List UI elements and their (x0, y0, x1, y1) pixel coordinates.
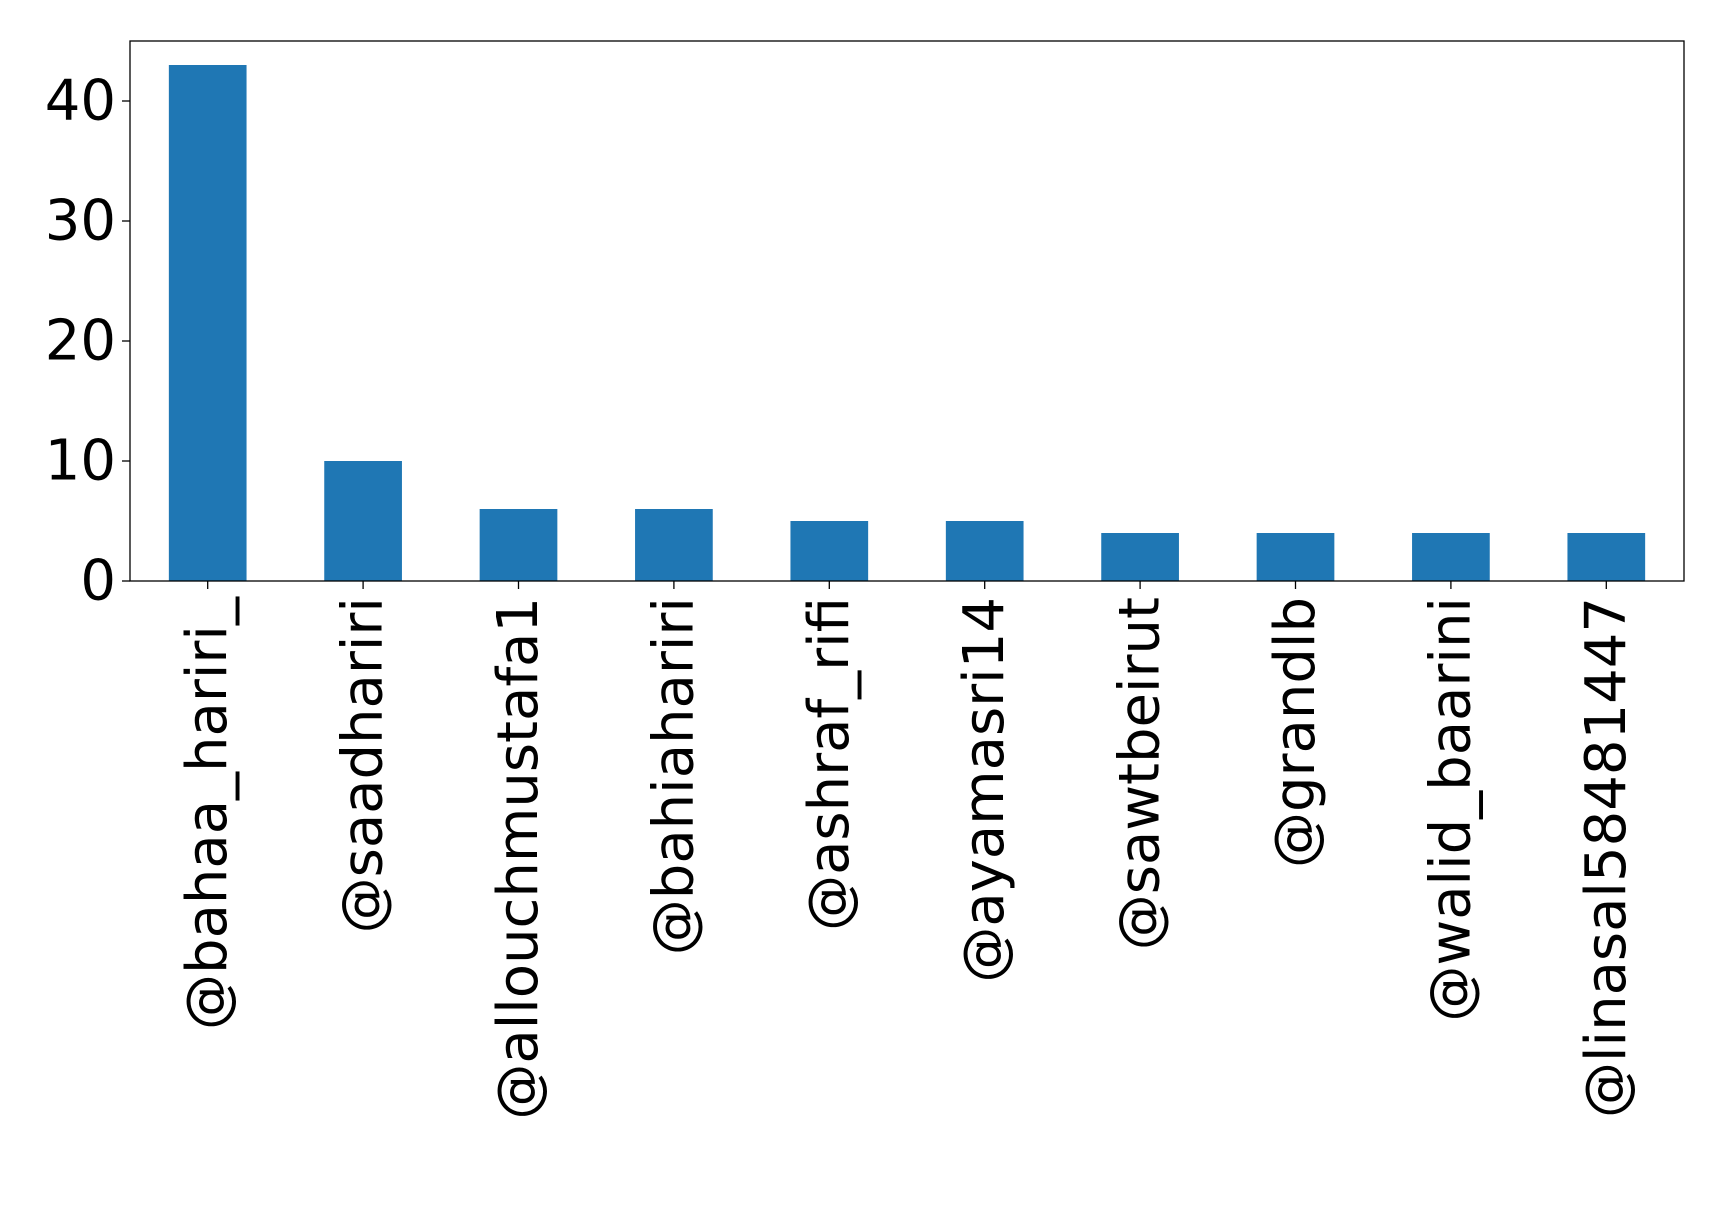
x-axis: @bahaa_hariri_ @saadhariri @allouchmustafa… (175, 581, 1639, 1120)
bar (635, 509, 713, 581)
y-tick-label: 20 (45, 309, 116, 374)
bar (945, 521, 1024, 581)
x-tick-label: @allouchmustafa1 (486, 597, 551, 1120)
x-tick-label: @linasal58481447 (1574, 597, 1639, 1118)
bar (324, 461, 402, 581)
y-tick-label: 30 (45, 189, 116, 254)
bar (1101, 533, 1179, 581)
y-tick-label: 40 (45, 69, 116, 134)
y-tick-label: 10 (45, 429, 116, 494)
x-tick-label: @ayamasri14 (952, 597, 1017, 983)
x-tick-label: @walid_baarini (1418, 597, 1483, 1022)
plot-frame (129, 40, 1685, 582)
bars-group (168, 65, 1646, 581)
x-tick-label: @grandlb (1263, 597, 1328, 868)
bar (1412, 533, 1490, 581)
bar (1567, 533, 1646, 581)
bar (790, 521, 869, 581)
y-tick-label: 0 (80, 549, 116, 614)
x-tick-label: @ashraf_rifi (797, 597, 862, 931)
x-tick-label: @sawtbeirut (1108, 597, 1173, 950)
bar (168, 65, 247, 581)
x-tick-label: @bahiahariri (641, 597, 706, 955)
x-tick-label: @bahaa_hariri_ (175, 596, 240, 1030)
y-axis: 0 10 20 30 40 (45, 69, 130, 614)
bar (1256, 533, 1335, 581)
x-tick-label: @saadhariri (331, 597, 396, 933)
bar (479, 509, 558, 581)
